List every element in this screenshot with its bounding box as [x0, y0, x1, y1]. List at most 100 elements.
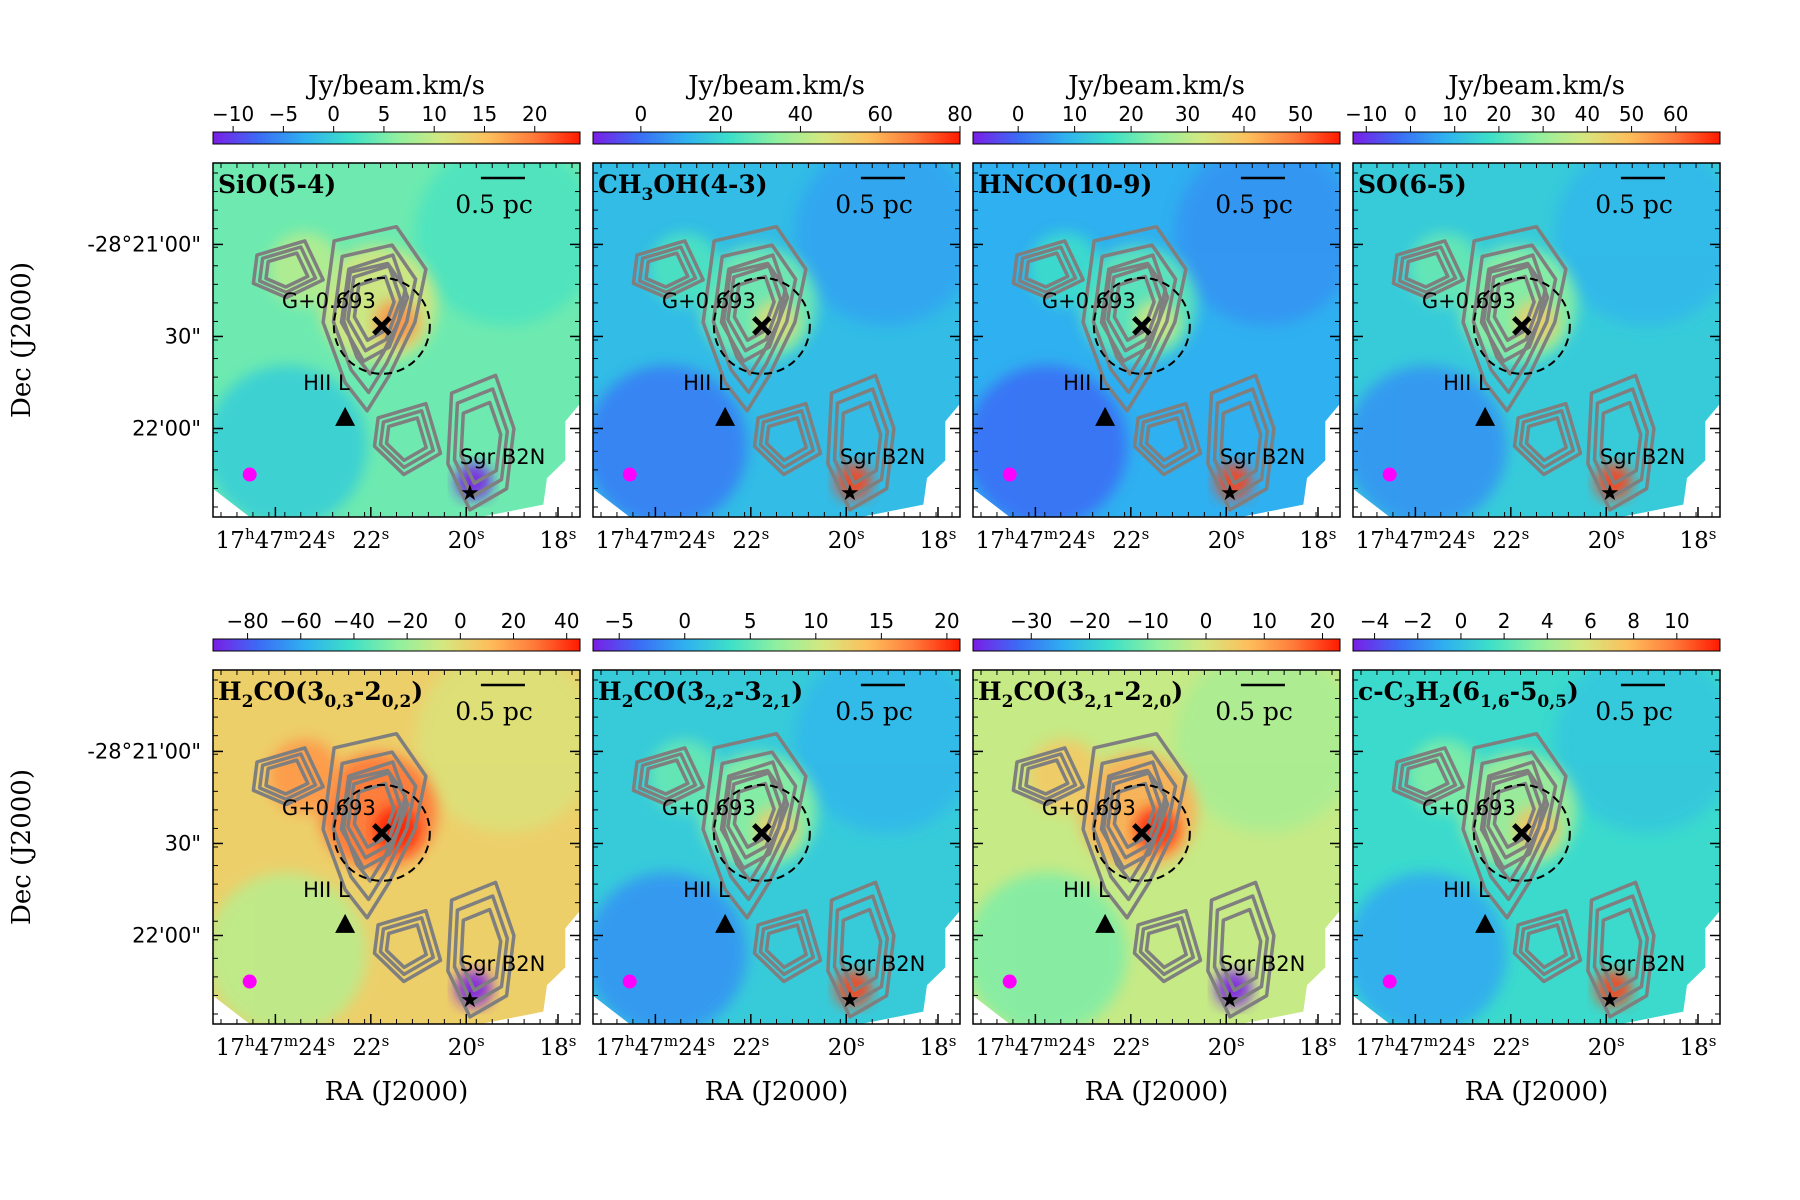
xlabel-H2CO_303: RA (J2000): [325, 1077, 469, 1107]
panel-title-H2CO_321: H2CO(32,1-22,0): [978, 677, 1183, 712]
hii-marker-HNCO: [1095, 406, 1116, 426]
beam-SiO: [242, 467, 257, 482]
contour-H2CO_321-0-1: [1091, 750, 1178, 902]
map-emission-HNCO-0: [973, 365, 1128, 517]
sgrb2n-marker-SO: ★: [1600, 481, 1620, 506]
contour-H2CO_321-2-2: [1024, 758, 1070, 796]
contour-cC3H2-3-2: [1599, 907, 1643, 993]
scalebar-label-SO: 0.5 pc: [1595, 190, 1673, 219]
contour-cC3H2-4-0: [1512, 908, 1583, 984]
contour-cC3H2-4-1: [1518, 916, 1576, 977]
source-label-g0693-cC3H2: G+0.693: [1422, 796, 1516, 820]
colorbar-tick-label-H2CO_303-5: 20: [501, 609, 526, 633]
colorbar-tick-label-H2CO_322-1: 0: [678, 609, 691, 633]
colorbar-SiO: [212, 131, 581, 145]
ra-tick-label-H2CO_322-0: 17h47m24s: [596, 1032, 715, 1061]
map-emission-cC3H2-0: [1353, 872, 1508, 1024]
scalebar-label-cC3H2: 0.5 pc: [1595, 697, 1673, 726]
contour-SO-0-1: [1471, 243, 1558, 395]
source-label-sgrb2n-CH3OH: Sgr B2N: [840, 445, 925, 469]
colorbar-tick-label-cC3H2-5: 6: [1584, 609, 1597, 633]
hii-marker-H2CO_303: [335, 913, 356, 933]
panel-title-H2CO_322: H2CO(32,2-32,1): [598, 677, 803, 712]
colorbar-tick-label-cC3H2-2: 0: [1455, 609, 1468, 633]
ra-tick-label-SO-0: 17h47m24s: [1356, 525, 1475, 554]
colorbar-tick-label-H2CO_321-5: 20: [1310, 609, 1335, 633]
scalebar-label-SiO: 0.5 pc: [455, 190, 533, 219]
contour-SiO-3-1: [452, 387, 510, 499]
g0693-circle-H2CO_322: [712, 783, 811, 882]
dec-tick-label-SiO-0: -28°21'00": [87, 232, 201, 256]
source-label-g0693-CH3OH: G+0.693: [662, 289, 756, 313]
contour-H2CO_322-0-0: [701, 731, 808, 920]
source-label-hii-HNCO: HII L: [1063, 371, 1110, 395]
sgrb2n-marker-SiO: ★: [460, 481, 480, 506]
panel-cC3H2: −4 −2 0 2 4 6 8 10 17h47m24s 22s 20s 18s RA (J2000) c…: [1352, 609, 1721, 1107]
map-emission-cC3H2-1: [1554, 670, 1720, 833]
contour-H2CO_303-4-0: [372, 908, 443, 984]
ra-tick-label-SiO-1: 22s: [352, 525, 389, 554]
contour-H2CO_321-4-0: [1132, 908, 1203, 984]
contour-H2CO_303-2-1: [257, 752, 318, 802]
ra-tick-label-CH3OH-0: 17h47m24s: [596, 525, 715, 554]
colorbar-label-HNCO: Jy/beam.km/s: [1065, 71, 1245, 101]
colorbar-tick-label-CH3OH-2: 40: [788, 102, 813, 126]
contour-HNCO-4-1: [1138, 409, 1196, 470]
contour-HNCO-0-0: [1081, 224, 1188, 413]
scalebar-label-CH3OH: 0.5 pc: [835, 190, 913, 219]
colorbar-H2CO_321: [972, 638, 1341, 652]
ra-tick-label-SiO-0: 17h47m24s: [216, 525, 335, 554]
map-emission-H2CO_321-1: [1174, 670, 1340, 833]
contour-CH3OH-2-0: [631, 239, 705, 300]
contour-H2CO_322-4-2: [764, 923, 808, 970]
contour-CH3OH-4-0: [752, 401, 823, 477]
colorbar-tick-label-cC3H2-1: −2: [1403, 609, 1432, 633]
ra-tick-label-H2CO_303-3: 18s: [539, 1032, 576, 1061]
source-label-hii-H2CO_322: HII L: [683, 878, 730, 902]
colorbar-tick-label-HNCO-5: 50: [1288, 102, 1313, 126]
ra-tick-label-H2CO_321-3: 18s: [1299, 1032, 1336, 1061]
colorbar-tick-label-SiO-0: −10: [212, 102, 254, 126]
colorbar-tick-label-CH3OH-4: 80: [947, 102, 972, 126]
ra-tick-label-H2CO_322-3: 18s: [919, 1032, 956, 1061]
contour-HNCO-1-2: [1112, 274, 1156, 342]
panel-title-cC3H2: c-C3H2(61,6-50,5): [1358, 677, 1579, 712]
contour-HNCO-1-0: [1099, 253, 1170, 363]
contour-HNCO-4-0: [1132, 401, 1203, 477]
map-emission-HNCO-1: [1174, 163, 1340, 326]
map-emission-H2CO_303-0: [213, 872, 368, 1024]
contour-SiO-0-0: [321, 224, 428, 413]
colorbar-tick-label-H2CO_321-2: −10: [1127, 609, 1169, 633]
colorbar-HNCO: [972, 131, 1341, 145]
colorbar-tick-label-H2CO_321-4: 10: [1252, 609, 1277, 633]
colorbar-tick-label-H2CO_321-0: −30: [1010, 609, 1052, 633]
contour-HNCO-2-0: [1011, 239, 1085, 300]
contour-H2CO_321-2-0: [1011, 746, 1085, 807]
contour-cC3H2-3-0: [1586, 880, 1656, 1019]
ylabel-H2CO_303: Dec (J2000): [7, 769, 37, 925]
colorbar-tick-label-H2CO_321-3: 0: [1200, 609, 1213, 633]
contour-CH3OH-4-1: [758, 409, 816, 470]
colorbar-tick-label-H2CO_303-3: −20: [386, 609, 428, 633]
hii-marker-CH3OH: [715, 406, 736, 426]
g0693-marker-SiO: [372, 316, 392, 336]
colorbar-tick-label-SiO-6: 20: [522, 102, 547, 126]
g0693-circle-cC3H2: [1472, 783, 1571, 882]
g0693-marker-H2CO_321: [1132, 823, 1152, 843]
scalebar-label-H2CO_321: 0.5 pc: [1215, 697, 1293, 726]
ra-tick-label-cC3H2-0: 17h47m24s: [1356, 1032, 1475, 1061]
ra-tick-label-H2CO_303-2: 20s: [448, 1032, 485, 1061]
colorbar-tick-label-HNCO-2: 20: [1118, 102, 1143, 126]
contour-H2CO_321-0-0: [1081, 731, 1188, 920]
map-emission-SiO-1: [414, 163, 580, 326]
contour-SiO-0-1: [331, 243, 418, 395]
g0693-marker-H2CO_322: [752, 823, 772, 843]
contour-H2CO_303-2-0: [251, 746, 325, 807]
contour-SO-3-1: [1592, 387, 1650, 499]
colorbar-label-SO: Jy/beam.km/s: [1445, 71, 1625, 101]
hii-marker-cC3H2: [1475, 913, 1496, 933]
contour-H2CO_303-0-1: [331, 750, 418, 902]
contour-cC3H2-4-2: [1524, 923, 1568, 970]
colorbar-tick-label-H2CO_322-5: 20: [934, 609, 959, 633]
